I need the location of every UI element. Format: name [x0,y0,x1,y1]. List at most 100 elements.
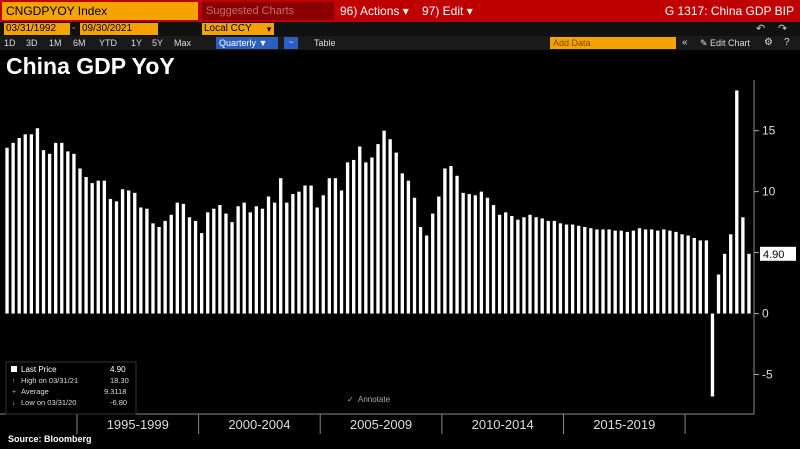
gdp-bar[interactable] [467,194,471,314]
start-date-field[interactable]: 03/31/1992 [4,23,70,35]
gdp-bar[interactable] [485,197,490,314]
gdp-bar[interactable] [601,229,605,314]
gdp-bar[interactable] [741,217,745,314]
gdp-bar[interactable] [424,235,429,314]
gdp-bar[interactable] [41,150,46,314]
gdp-bar[interactable] [577,225,581,314]
gdp-bar[interactable] [394,152,398,314]
gdp-bar[interactable] [224,213,228,314]
period-5y[interactable]: 5Y [152,38,164,48]
add-data-input[interactable]: Add Data [550,37,676,49]
gdp-bar[interactable] [692,237,696,314]
period-1d[interactable]: 1D [4,38,16,48]
gdp-bar[interactable] [315,207,319,314]
gdp-bar[interactable] [84,177,88,314]
gdp-bar[interactable] [710,313,715,397]
gdp-bar[interactable] [23,134,27,314]
line-chart-icon[interactable]: ~ [284,37,298,49]
gdp-bar[interactable] [358,146,362,314]
gdp-bar[interactable] [558,223,563,314]
gdp-bar[interactable] [704,240,709,314]
gdp-bar[interactable] [662,229,666,314]
gdp-bar[interactable] [431,213,435,314]
frequency-select[interactable]: Quarterly ▼ [216,37,278,49]
gdp-bar[interactable] [400,173,404,314]
gdp-bar[interactable] [96,180,100,314]
gdp-bar[interactable] [674,231,678,314]
gdp-bar[interactable] [181,203,186,314]
gdp-bar[interactable] [35,128,40,314]
gdp-bar[interactable] [321,195,325,314]
edit-chart-button[interactable]: ✎ Edit Chart [700,38,751,48]
period-6m[interactable]: 6M [73,38,86,48]
gdp-bar[interactable] [516,219,520,314]
gdp-bar[interactable] [11,142,15,314]
gdp-bar[interactable] [139,207,143,314]
gdp-bar[interactable] [242,202,246,314]
period-3d[interactable]: 3D [26,38,38,48]
gdp-bar[interactable] [540,218,544,314]
gdp-bar[interactable] [461,192,465,314]
currency-select[interactable]: Local CCY [202,23,264,35]
gdp-bar[interactable] [285,202,289,314]
gdp-bar[interactable] [583,226,587,314]
gdp-bar[interactable] [668,230,672,314]
gdp-bar[interactable] [747,253,751,314]
gdp-bar[interactable] [637,228,642,314]
gdp-bar[interactable] [376,144,380,314]
gdp-bar[interactable] [589,228,593,314]
period-1y[interactable]: 1Y [131,38,143,48]
gdp-bar[interactable] [218,205,222,314]
gdp-bar[interactable] [570,224,575,314]
gdp-bar[interactable] [120,189,125,314]
gdp-bar[interactable] [546,220,550,314]
actions-menu[interactable]: 96) Actions ▾ [340,4,409,18]
gdp-bar[interactable] [206,212,210,314]
gdp-bar[interactable] [169,214,173,314]
gdp-bar[interactable] [455,175,459,314]
redo-icon[interactable]: ↷ [778,23,788,35]
gdp-bar[interactable] [595,229,599,314]
gdp-bar[interactable] [735,90,739,314]
gdp-bar[interactable] [72,153,76,314]
gdp-bar[interactable] [266,196,271,314]
gdp-bar[interactable] [479,191,484,314]
gdp-bar[interactable] [333,178,338,314]
gdp-bar[interactable] [90,183,94,314]
gdp-bar[interactable] [187,217,192,314]
gdp-bar[interactable] [510,216,514,314]
gdp-bar[interactable] [151,223,155,314]
gdp-bar[interactable] [625,231,629,314]
collapse-icon[interactable]: « [682,37,688,48]
gdp-bar[interactable] [473,195,477,314]
gdp-bar[interactable] [236,206,240,314]
ticker-field[interactable]: CNGDPYOY Index [2,2,198,20]
end-date-field[interactable]: 09/30/2021 [80,23,158,35]
gdp-bar[interactable] [5,147,9,314]
gdp-bar[interactable] [345,162,350,314]
gdp-bar[interactable] [722,253,727,314]
gdp-bar[interactable] [370,157,374,314]
gdp-bar[interactable] [406,180,411,314]
gdp-bar[interactable] [382,130,386,314]
gdp-bar-chart[interactable]: -5051015 1995-19992000-20042005-20092010… [0,80,800,434]
gdp-bar[interactable] [619,230,623,314]
gdp-bar[interactable] [78,168,82,314]
gdp-bar[interactable] [193,220,198,314]
gdp-bar[interactable] [631,230,636,314]
period-ytd[interactable]: YTD [99,38,117,48]
gdp-bar[interactable] [163,220,167,314]
gdp-bar[interactable] [698,240,702,314]
gdp-bar[interactable] [443,168,447,314]
gdp-bar[interactable] [449,166,453,314]
gdp-bar[interactable] [248,212,252,314]
gdp-bar[interactable] [352,159,356,314]
gdp-bar[interactable] [729,234,733,314]
gdp-bar[interactable] [212,208,216,314]
period-1m[interactable]: 1M [49,38,62,48]
annotate-button[interactable]: ✓ Annotate [347,395,391,404]
gdp-bar[interactable] [680,234,684,314]
gdp-bar[interactable] [716,274,721,314]
gdp-bar[interactable] [686,235,690,314]
gdp-bar[interactable] [388,139,392,314]
